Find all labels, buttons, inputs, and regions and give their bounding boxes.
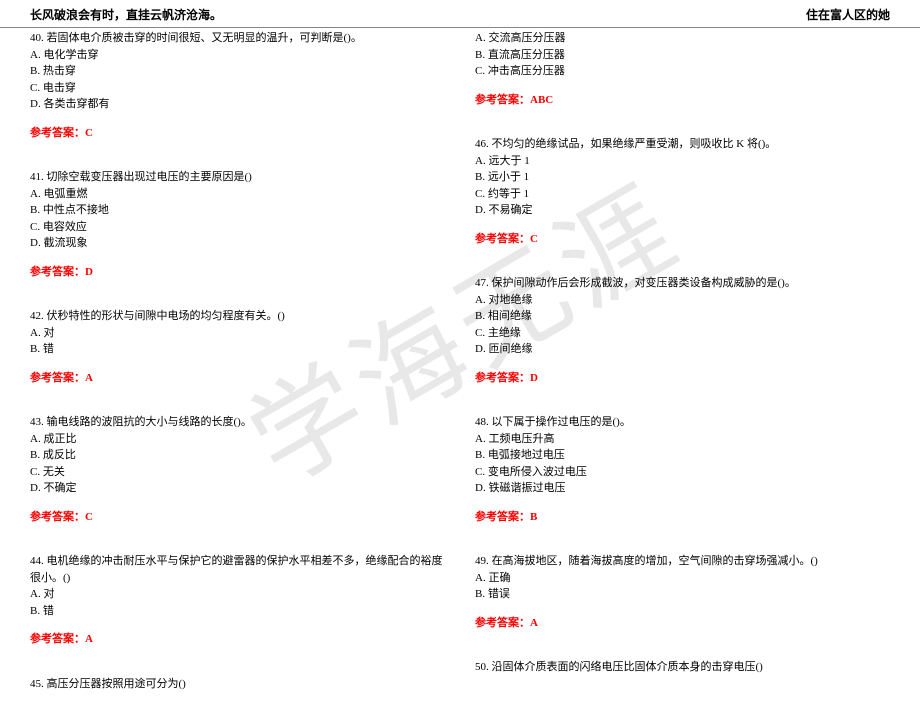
- question-stem: 43. 输电线路的波阻抗的大小与线路的长度()。: [30, 414, 445, 431]
- question-option: A. 远大于 1: [475, 153, 890, 170]
- question-option: D. 不确定: [30, 480, 445, 497]
- answer-text: 参考答案：ABC: [475, 92, 890, 109]
- question-stem: 41. 切除空载变压器出现过电压的主要原因是(): [30, 169, 445, 186]
- question-option: D. 各类击穿都有: [30, 96, 445, 113]
- question-option: B. 远小于 1: [475, 169, 890, 186]
- question-block: 40. 若固体电介质被击穿的时间很短、又无明显的温升，可判断是()。A. 电化学…: [30, 30, 445, 141]
- question-stem: 42. 伏秒特性的形状与间隙中电场的均匀程度有关。(): [30, 308, 445, 325]
- answer-text: 参考答案：A: [475, 615, 890, 632]
- question-option: A. 对: [30, 325, 445, 342]
- question-option: B. 电弧接地过电压: [475, 447, 890, 464]
- answer-text: 参考答案：A: [30, 631, 445, 648]
- question-option: C. 电击穿: [30, 80, 445, 97]
- question-option: A. 对: [30, 586, 445, 603]
- question-option: D. 铁磁谐振过电压: [475, 480, 890, 497]
- question-option: B. 错误: [475, 586, 890, 603]
- question-option: C. 主绝缘: [475, 325, 890, 342]
- answer-text: 参考答案：C: [30, 125, 445, 142]
- question-stem: 48. 以下属于操作过电压的是()。: [475, 414, 890, 431]
- question-option: A. 对地绝缘: [475, 292, 890, 309]
- answer-text: 参考答案：D: [475, 370, 890, 387]
- question-option: C. 约等于 1: [475, 186, 890, 203]
- content-area: 40. 若固体电介质被击穿的时间很短、又无明显的温升，可判断是()。A. 电化学…: [0, 28, 920, 720]
- question-stem: 50. 沿固体介质表面的闪络电压比固体介质本身的击穿电压(): [475, 659, 890, 676]
- answer-text: 参考答案：B: [475, 509, 890, 526]
- question-option: A. 电化学击穿: [30, 47, 445, 64]
- question-block: 41. 切除空载变压器出现过电压的主要原因是()A. 电弧重燃B. 中性点不接地…: [30, 169, 445, 280]
- question-stem: 44. 电机绝缘的冲击耐压水平与保护它的避雷器的保护水平相差不多，绝缘配合的裕度…: [30, 553, 445, 586]
- header-left-text: 长风破浪会有时，直挂云帆济沧海。: [30, 6, 222, 23]
- question-option: D. 不易确定: [475, 202, 890, 219]
- question-block: 47. 保护间隙动作后会形成截波，对变压器类设备构成威胁的是()。A. 对地绝缘…: [475, 275, 890, 386]
- question-block: 46. 不均匀的绝缘试品，如果绝缘严重受潮，则吸收比 K 将()。A. 远大于 …: [475, 136, 890, 247]
- question-stem: 40. 若固体电介质被击穿的时间很短、又无明显的温升，可判断是()。: [30, 30, 445, 47]
- question-option: A. 交流高压分压器: [475, 30, 890, 47]
- question-option: B. 直流高压分压器: [475, 47, 890, 64]
- question-stem: 47. 保护间隙动作后会形成截波，对变压器类设备构成威胁的是()。: [475, 275, 890, 292]
- right-column: A. 交流高压分压器B. 直流高压分压器C. 冲击高压分压器参考答案：ABC 46…: [460, 28, 890, 720]
- question-block: 44. 电机绝缘的冲击耐压水平与保护它的避雷器的保护水平相差不多，绝缘配合的裕度…: [30, 553, 445, 648]
- question-option: B. 成反比: [30, 447, 445, 464]
- answer-text: 参考答案：C: [30, 509, 445, 526]
- left-column: 40. 若固体电介质被击穿的时间很短、又无明显的温升，可判断是()。A. 电化学…: [30, 28, 460, 720]
- question-block: 45. 高压分压器按照用途可分为(): [30, 676, 445, 693]
- question-stem: 46. 不均匀的绝缘试品，如果绝缘严重受潮，则吸收比 K 将()。: [475, 136, 890, 153]
- answer-text: 参考答案：D: [30, 264, 445, 281]
- question-block: 50. 沿固体介质表面的闪络电压比固体介质本身的击穿电压(): [475, 659, 890, 676]
- header-right-text: 住在富人区的她: [806, 6, 890, 23]
- question-stem: 49. 在高海拔地区，随着海拔高度的增加，空气间隙的击穿场强减小。(): [475, 553, 890, 570]
- question-block: A. 交流高压分压器B. 直流高压分压器C. 冲击高压分压器参考答案：ABC: [475, 30, 890, 108]
- question-option: B. 热击穿: [30, 63, 445, 80]
- question-option: C. 变电所侵入波过电压: [475, 464, 890, 481]
- question-block: 49. 在高海拔地区，随着海拔高度的增加，空气间隙的击穿场强减小。()A. 正确…: [475, 553, 890, 631]
- question-option: A. 成正比: [30, 431, 445, 448]
- question-option: C. 冲击高压分压器: [475, 63, 890, 80]
- question-option: D. 匝间绝缘: [475, 341, 890, 358]
- question-option: B. 错: [30, 603, 445, 620]
- question-block: 42. 伏秒特性的形状与间隙中电场的均匀程度有关。()A. 对B. 错参考答案：…: [30, 308, 445, 386]
- question-option: C. 电容效应: [30, 219, 445, 236]
- question-option: B. 相间绝缘: [475, 308, 890, 325]
- answer-text: 参考答案：A: [30, 370, 445, 387]
- question-option: A. 电弧重燃: [30, 186, 445, 203]
- question-block: 43. 输电线路的波阻抗的大小与线路的长度()。A. 成正比B. 成反比C. 无…: [30, 414, 445, 525]
- question-option: C. 无关: [30, 464, 445, 481]
- question-block: 48. 以下属于操作过电压的是()。A. 工频电压升高B. 电弧接地过电压C. …: [475, 414, 890, 525]
- question-option: B. 中性点不接地: [30, 202, 445, 219]
- question-stem: 45. 高压分压器按照用途可分为(): [30, 676, 445, 693]
- question-option: A. 工频电压升高: [475, 431, 890, 448]
- question-option: B. 错: [30, 341, 445, 358]
- answer-text: 参考答案：C: [475, 231, 890, 248]
- question-option: A. 正确: [475, 570, 890, 587]
- page-header: 长风破浪会有时，直挂云帆济沧海。 住在富人区的她: [0, 0, 920, 28]
- question-option: D. 截流现象: [30, 235, 445, 252]
